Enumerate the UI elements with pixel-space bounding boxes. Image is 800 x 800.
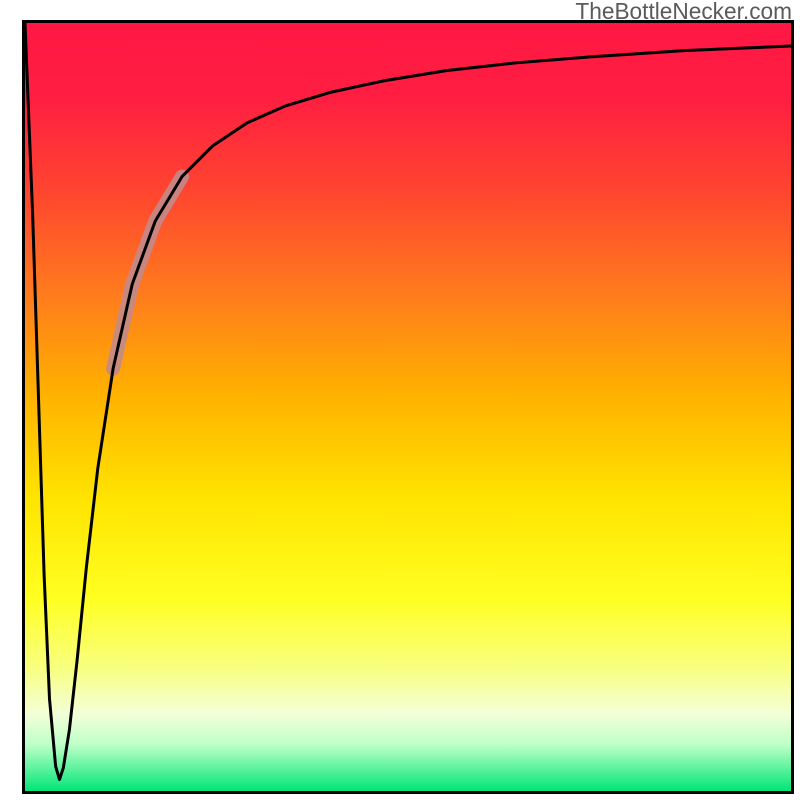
attribution-text: TheBottleNecker.com [575,0,792,25]
chart-area: TheBottleNecker.com [0,0,800,800]
plot-region [22,20,794,794]
bottleneck-curve [25,23,791,779]
highlight-segment [113,177,182,369]
curve-svg [25,23,791,791]
